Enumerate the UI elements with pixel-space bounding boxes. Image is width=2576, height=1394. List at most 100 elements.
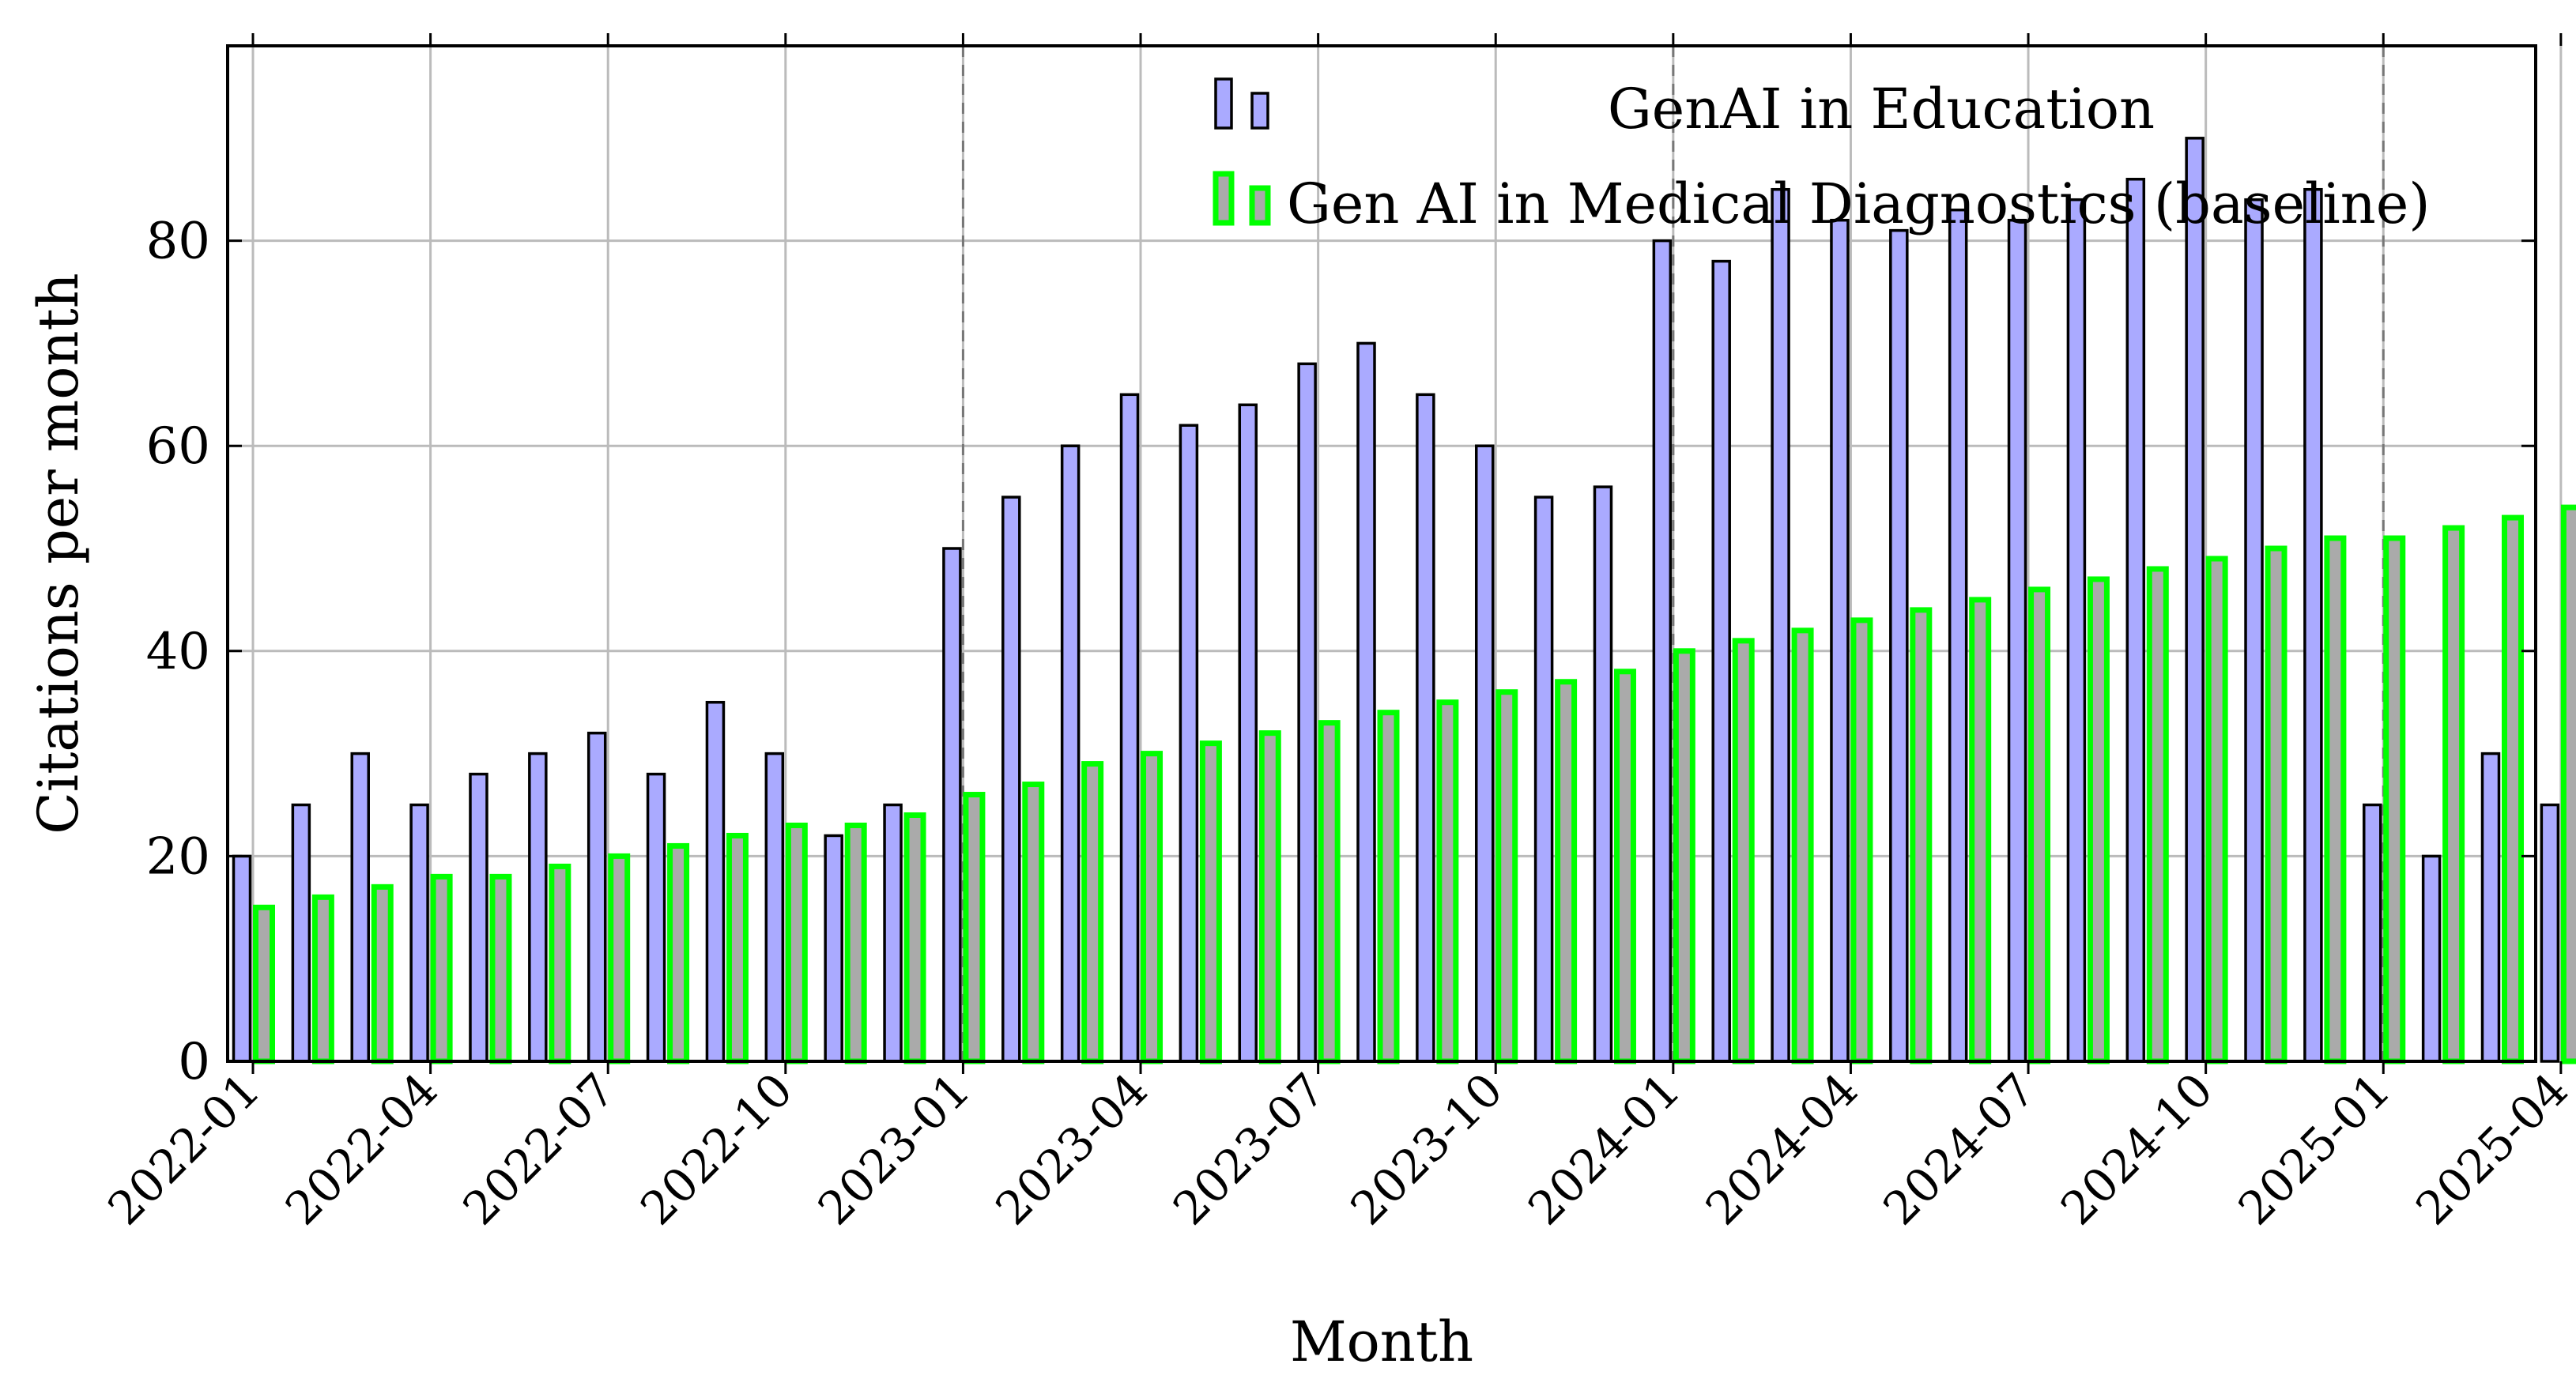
- bar-education-2023-02: [1001, 495, 1021, 1063]
- bar-education-2024-05: [1889, 228, 1909, 1063]
- x-tick-label: 2024-10: [2050, 1063, 2223, 1236]
- bar-education-2023-04: [1119, 393, 1140, 1063]
- bar-education-2024-02: [1711, 259, 1731, 1063]
- bar-medical-2023-05: [1199, 740, 1222, 1064]
- bar-education-2023-08: [1356, 341, 1376, 1063]
- bar-medical-2022-06: [549, 863, 571, 1064]
- bar-medical-2023-09: [1436, 699, 1459, 1064]
- bar-education-2023-07: [1297, 362, 1317, 1063]
- bar-education-2022-07: [586, 731, 607, 1063]
- x-tick-label: 2023-07: [1163, 1063, 1336, 1236]
- x-axis-label: Month: [1290, 1309, 1473, 1374]
- y-tick-label: 40: [146, 623, 210, 681]
- legend-label: GenAI in Education: [1608, 77, 2155, 141]
- bar-education-2022-04: [409, 803, 429, 1063]
- bar-medical-2022-12: [903, 812, 926, 1064]
- bar-education-2022-12: [883, 803, 903, 1063]
- x-tick-label: 2022-10: [630, 1063, 803, 1236]
- y-tick-label: 80: [146, 213, 210, 271]
- bar-medical-2023-04: [1141, 751, 1164, 1064]
- bar-medical-2023-11: [1555, 679, 1578, 1064]
- bar-medical-2025-02: [2442, 525, 2465, 1064]
- legend-entry-education: GenAI in Education: [1214, 77, 2155, 141]
- bar-education-2024-03: [1771, 187, 1790, 1063]
- x-tick-label: 2023-10: [1341, 1063, 1514, 1236]
- bar-medical-2025-04: [2560, 504, 2576, 1064]
- bar-education-2023-01: [942, 547, 962, 1063]
- x-tick-label: 2025-01: [2228, 1063, 2401, 1236]
- y-axis-label: Citations per month: [26, 273, 91, 835]
- legend-swatch: [1250, 92, 1269, 130]
- y-tick-label: 20: [146, 827, 210, 886]
- bar-medical-2023-12: [1613, 669, 1636, 1064]
- x-tick-label: 2024-01: [1518, 1063, 1691, 1236]
- x-tick-label: 2022-04: [275, 1063, 448, 1236]
- bar-medical-2022-11: [844, 822, 867, 1064]
- bar-medical-2024-05: [1910, 607, 1933, 1064]
- bar-medical-2024-03: [1791, 627, 1814, 1064]
- legend: GenAI in Education Gen AI in Medical Diag…: [1213, 77, 2431, 236]
- bar-education-2023-12: [1593, 485, 1613, 1063]
- bar-medical-2023-10: [1495, 689, 1518, 1064]
- bar-education-2023-05: [1179, 424, 1199, 1063]
- bar-education-2024-04: [1830, 218, 1850, 1063]
- bar-medical-2024-11: [2265, 545, 2287, 1064]
- bar-medical-2025-01: [2383, 535, 2406, 1064]
- bar-medical-2022-02: [311, 894, 334, 1064]
- legend-swatch: [1213, 171, 1235, 226]
- bar-medical-2024-08: [2087, 576, 2110, 1064]
- bar-medical-2024-12: [2324, 535, 2347, 1064]
- bar-education-2022-06: [528, 752, 548, 1063]
- x-tick-label: 2025-04: [2405, 1063, 2576, 1236]
- bar-education-2022-01: [232, 854, 252, 1063]
- legend-entry-medical: Gen AI in Medical Diagnostics (baseline): [1213, 171, 2431, 236]
- x-tick-label: 2023-04: [985, 1063, 1158, 1236]
- bar-medical-2023-02: [1022, 782, 1045, 1064]
- bar-medical-2022-01: [253, 904, 275, 1064]
- legend-label: Gen AI in Medical Diagnostics (baseline): [1287, 171, 2431, 236]
- bar-medical-2022-04: [430, 873, 453, 1064]
- bar-education-2022-05: [469, 772, 488, 1063]
- bar-medical-2022-03: [371, 883, 394, 1064]
- x-tick-label: 2024-07: [1873, 1063, 2046, 1236]
- bar-medical-2023-07: [1318, 720, 1341, 1064]
- bar-education-2023-06: [1238, 403, 1258, 1063]
- bar-education-2023-11: [1533, 495, 1554, 1063]
- bar-education-2023-03: [1060, 444, 1081, 1063]
- bar-medical-2022-10: [785, 822, 808, 1064]
- bar-education-2022-11: [824, 834, 843, 1063]
- y-tick-label: 60: [146, 417, 210, 476]
- bar-medical-2024-10: [2205, 556, 2228, 1064]
- x-tick-label: 2022-07: [453, 1063, 626, 1236]
- bar-education-2022-10: [764, 752, 785, 1063]
- bar-education-2025-02: [2421, 854, 2442, 1063]
- bar-education-2024-12: [2303, 187, 2323, 1063]
- bar-medical-2024-07: [2028, 586, 2051, 1064]
- bar-education-2023-10: [1474, 444, 1495, 1063]
- bar-education-2022-02: [291, 803, 311, 1063]
- bar-education-2022-03: [350, 752, 370, 1063]
- bar-medical-2024-06: [1969, 597, 1992, 1064]
- bar-medical-2023-08: [1377, 710, 1400, 1064]
- bar-medical-2024-01: [1673, 648, 1695, 1064]
- legend-swatch: [1214, 77, 1233, 130]
- bar-education-2024-11: [2244, 198, 2264, 1063]
- bar-education-2024-08: [2066, 198, 2087, 1063]
- bar-medical-2023-06: [1258, 730, 1281, 1064]
- y-tick-label: 0: [178, 1033, 210, 1091]
- bar-education-2022-08: [646, 772, 666, 1063]
- bar-medical-2022-07: [608, 853, 631, 1064]
- bar-education-2025-03: [2480, 752, 2501, 1063]
- bar-medical-2022-08: [667, 842, 690, 1064]
- x-tick-label: 2024-04: [1695, 1063, 1869, 1236]
- bar-medical-2024-02: [1732, 638, 1755, 1064]
- bar-education-2024-06: [1948, 208, 1968, 1063]
- bars: [232, 137, 2576, 1064]
- bar-medical-2023-03: [1081, 761, 1104, 1064]
- bar-medical-2023-01: [963, 792, 986, 1064]
- bar-medical-2022-05: [489, 873, 512, 1064]
- plot-frame: [226, 44, 2537, 1063]
- bar-medical-2025-03: [2502, 514, 2524, 1064]
- y-axis-ticks: 0 20 40 60 80: [146, 213, 2536, 1091]
